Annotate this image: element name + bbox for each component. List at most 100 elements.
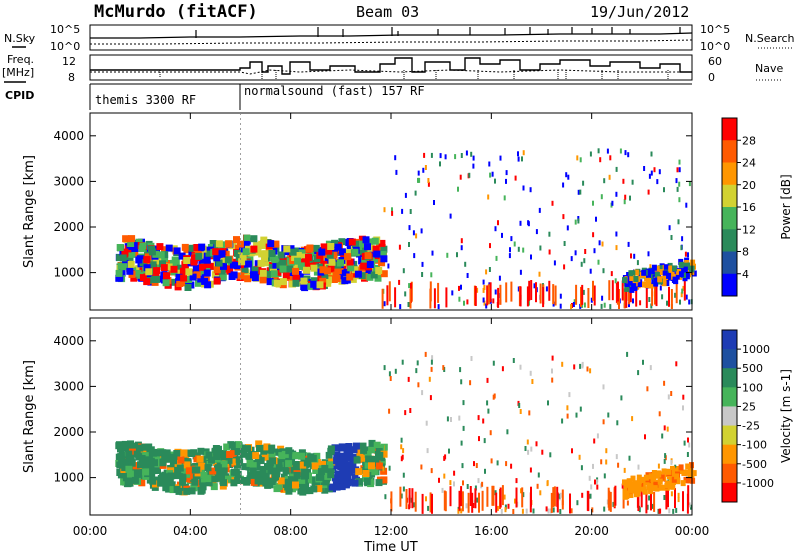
data-cell: [651, 285, 654, 306]
data-cell: [592, 280, 594, 301]
y-tick-label: 3000: [53, 174, 84, 188]
data-cell: [475, 463, 478, 468]
data-cell: [492, 485, 495, 506]
data-cell: [533, 283, 536, 289]
data-cell: [345, 249, 353, 257]
data-cell: [198, 258, 206, 266]
data-cell: [683, 476, 689, 483]
data-cell: [231, 458, 239, 466]
data-cell: [165, 244, 173, 252]
data-cells: [115, 148, 697, 310]
data-cell: [379, 251, 387, 259]
data-cell: [584, 249, 587, 254]
data-cell: [343, 479, 351, 487]
data-cell: [602, 384, 605, 390]
data-cell: [148, 248, 156, 256]
data-cell: [659, 474, 665, 481]
data-cell: [288, 472, 296, 480]
data-cell: [343, 443, 351, 451]
data-cell: [494, 178, 496, 184]
data-cell: [657, 265, 663, 272]
data-cell: [472, 163, 475, 169]
data-cell: [501, 366, 504, 372]
data-cell: [262, 250, 270, 258]
data-cell: [646, 268, 652, 275]
data-cell: [661, 433, 664, 439]
data-cell: [127, 240, 135, 247]
data-cell: [642, 359, 644, 365]
data-cell: [615, 454, 618, 460]
data-cell: [250, 271, 258, 279]
data-cell: [682, 405, 684, 411]
data-cell: [504, 504, 507, 510]
data-cell: [218, 474, 225, 482]
data-cell: [627, 487, 633, 494]
data-cell: [676, 167, 679, 173]
data-cell: [325, 247, 333, 255]
data-cell: [204, 281, 212, 289]
colorbar-tick-label: 24: [742, 157, 756, 170]
data-cell: [230, 271, 238, 279]
data-cell: [350, 270, 358, 278]
data-cell: [285, 460, 293, 468]
data-cell: [431, 355, 434, 361]
data-cell: [249, 462, 257, 470]
data-cell: [663, 380, 666, 386]
data-cell: [538, 271, 541, 277]
data-cell: [169, 486, 177, 494]
data-cell: [183, 487, 191, 495]
data-cell: [351, 473, 359, 481]
data-cell: [562, 182, 565, 188]
data-cell: [407, 376, 410, 382]
data-cell: [609, 155, 612, 161]
data-cell: [197, 275, 205, 283]
data-cell: [685, 202, 688, 208]
data-cell: [680, 292, 683, 298]
data-cell: [115, 442, 123, 450]
data-cell: [249, 467, 257, 475]
data-cell: [179, 267, 187, 275]
data-cell: [460, 153, 463, 158]
data-cell: [260, 447, 268, 455]
data-cell: [460, 440, 463, 446]
data-cell: [488, 161, 491, 167]
data-cell: [162, 479, 170, 487]
data-cell: [147, 463, 155, 471]
data-cell: [219, 273, 227, 281]
data-cell: [551, 200, 554, 206]
data-cell: [344, 475, 351, 483]
x-tick-label: 12:00: [374, 524, 409, 538]
data-cell: [279, 265, 287, 273]
data-cell: [293, 262, 301, 270]
data-cell: [288, 452, 296, 460]
data-cell: [510, 236, 513, 242]
data-cell: [331, 474, 339, 482]
data-cell: [539, 283, 542, 304]
data-cell: [348, 238, 356, 246]
data-cell: [364, 450, 372, 458]
data-cell: [514, 175, 517, 181]
data-cell: [630, 279, 636, 286]
data-cell: [126, 470, 134, 478]
data-cell: [633, 253, 636, 259]
data-cell: [238, 444, 246, 452]
data-cell: [416, 360, 419, 366]
data-cell: [666, 426, 669, 432]
data-cell: [400, 493, 403, 499]
data-cell: [261, 254, 268, 262]
data-cell: [515, 478, 518, 484]
data-cell: [267, 240, 275, 248]
nave-tick-bottom: 0: [708, 71, 715, 84]
data-cell: [116, 274, 124, 282]
data-cell: [553, 260, 556, 266]
data-cell: [331, 444, 339, 452]
data-cell: [261, 453, 269, 461]
data-cell: [483, 438, 486, 444]
data-cell: [299, 461, 307, 469]
data-cell: [177, 456, 185, 464]
data-cell: [121, 464, 129, 472]
data-cell: [522, 150, 525, 156]
data-cell: [283, 245, 291, 253]
data-cell: [179, 473, 187, 481]
data-cell: [493, 393, 496, 399]
